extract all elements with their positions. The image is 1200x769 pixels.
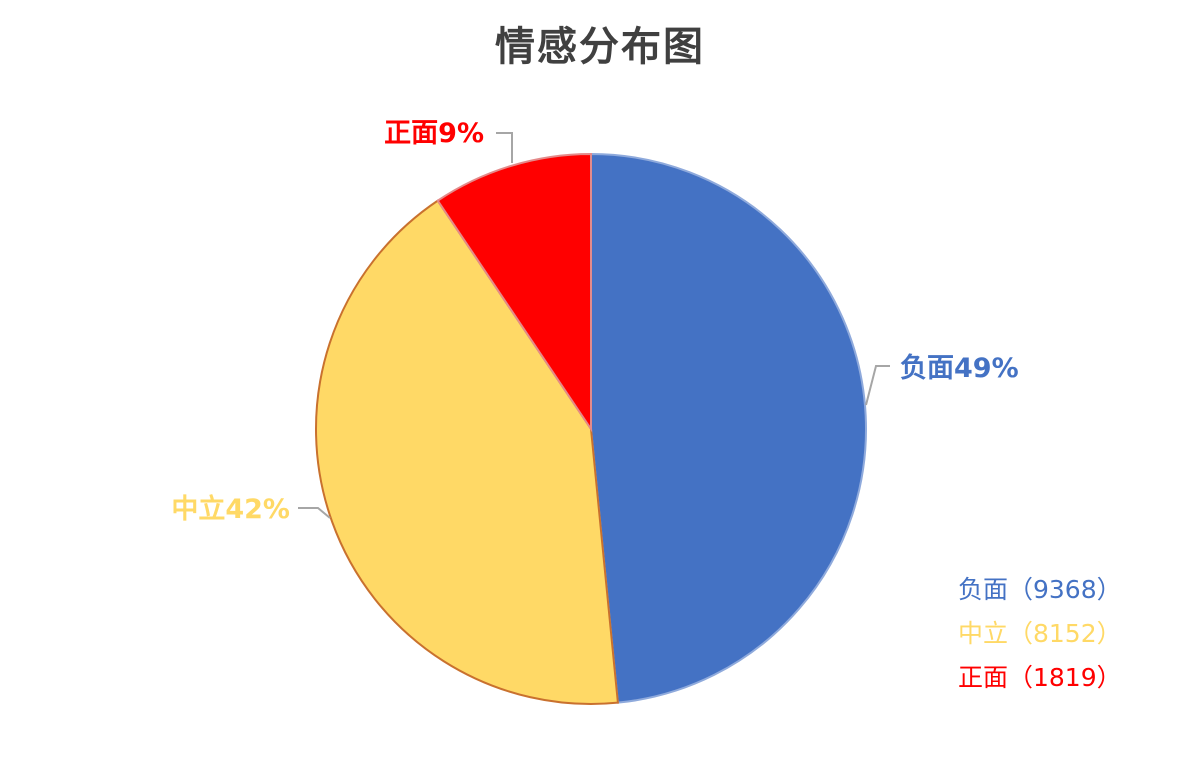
slice-positive [436, 152, 592, 433]
slice-negative [590, 152, 867, 704]
data-label-neutral: 中立42% [171, 493, 290, 525]
slice-neutral [315, 199, 619, 705]
legend-item-negative: 负面（9368） [958, 575, 1122, 604]
legend: 负面（9368） 中立（8152） 正面（1819） [958, 568, 1122, 700]
leader-line-positive [496, 132, 513, 163]
leader-lines [298, 132, 890, 519]
data-labels: 负面49% 中立42% 正面9% [171, 118, 1018, 525]
leader-line-neutral [298, 507, 331, 519]
chart-title: 情感分布图 [495, 24, 705, 70]
leader-line-negative [865, 365, 890, 406]
data-label-positive: 正面9% [384, 118, 484, 149]
data-label-negative: 负面49% [900, 353, 1019, 384]
legend-item-positive: 正面（1819） [958, 663, 1122, 692]
pie-slices [315, 152, 867, 705]
legend-item-neutral: 中立（8152） [958, 619, 1122, 648]
